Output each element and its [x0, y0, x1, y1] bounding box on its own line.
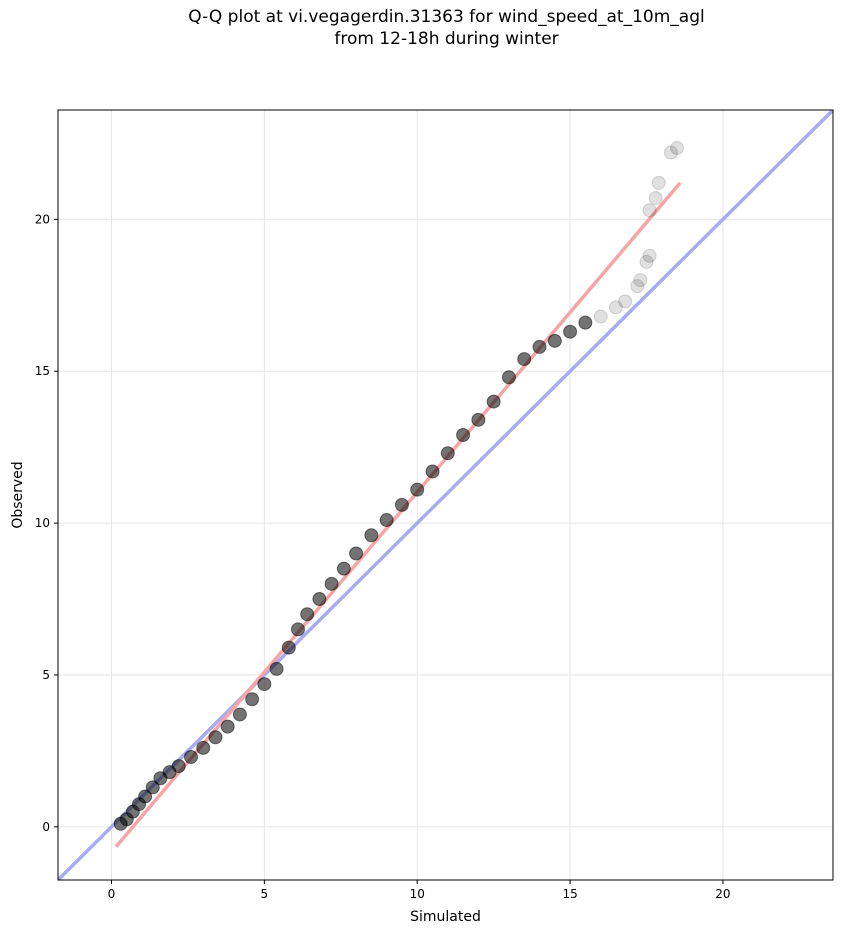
qq-point — [501, 370, 516, 385]
qq-point — [336, 561, 351, 576]
qq-point — [232, 707, 247, 722]
qq-point — [547, 333, 562, 348]
x-tick-label: 5 — [261, 887, 269, 901]
qq-point — [618, 294, 633, 309]
qq-point — [642, 203, 657, 218]
chart-title-line2: from 12-18h during winter — [334, 29, 559, 49]
qq-point — [670, 140, 685, 155]
qq-point — [456, 428, 471, 443]
qq-point — [639, 254, 654, 269]
qq-point — [593, 309, 608, 324]
qq-point — [486, 394, 501, 409]
qq-point — [651, 175, 666, 190]
qq-point — [183, 749, 198, 764]
plot-area — [58, 110, 833, 880]
qq-point — [394, 497, 409, 512]
qq-point — [425, 464, 440, 479]
chart-title: Q-Q plot at vi.vegagerdin.31363 for wind… — [0, 6, 843, 50]
qq-point — [171, 759, 186, 774]
y-tick-label: 5 — [42, 668, 50, 682]
y-tick-label: 10 — [35, 516, 50, 530]
y-tick-label: 20 — [35, 212, 50, 226]
qq-point — [379, 513, 394, 528]
qq-point — [196, 740, 211, 755]
plot-frame — [57, 109, 834, 881]
y-axis-title: Observed — [10, 461, 26, 528]
qq-point — [208, 730, 223, 745]
qq-point — [245, 692, 260, 707]
qq-point — [578, 315, 593, 330]
qq-point — [563, 324, 578, 339]
x-tick-label: 10 — [410, 887, 425, 901]
qq-point — [290, 622, 305, 637]
qq-point — [349, 546, 364, 561]
qq-point — [145, 780, 160, 795]
x-axis-title: Simulated — [410, 909, 481, 925]
qq-point — [633, 273, 648, 288]
y-tick-label: 15 — [35, 364, 50, 378]
qq-point — [364, 528, 379, 543]
qq-point — [257, 677, 272, 692]
qq-point — [532, 339, 547, 354]
chart-title-line1: Q-Q plot at vi.vegagerdin.31363 for wind… — [188, 7, 705, 27]
qq-point — [312, 592, 327, 607]
qq-point — [324, 576, 339, 591]
qq-point — [517, 352, 532, 367]
qq-point — [642, 248, 657, 263]
qq-point — [138, 789, 153, 804]
qq-point — [663, 145, 678, 160]
x-tick-label: 0 — [108, 887, 116, 901]
qq-point — [608, 300, 623, 315]
qq-point — [440, 446, 455, 461]
grid — [58, 110, 833, 880]
x-tick-label: 20 — [715, 887, 730, 901]
qq-point — [648, 191, 663, 206]
qq-point — [300, 607, 315, 622]
qq-point — [269, 661, 284, 676]
qq-point — [410, 482, 425, 497]
y-tick-label: 0 — [42, 820, 50, 834]
qq-point — [471, 412, 486, 427]
qq-point — [630, 279, 645, 294]
x-tick-label: 15 — [562, 887, 577, 901]
axis-ticks: 0 5 10 15 20 0 5 10 15 20 — [35, 212, 731, 901]
qq-point — [220, 719, 235, 734]
qq-point — [281, 640, 296, 655]
